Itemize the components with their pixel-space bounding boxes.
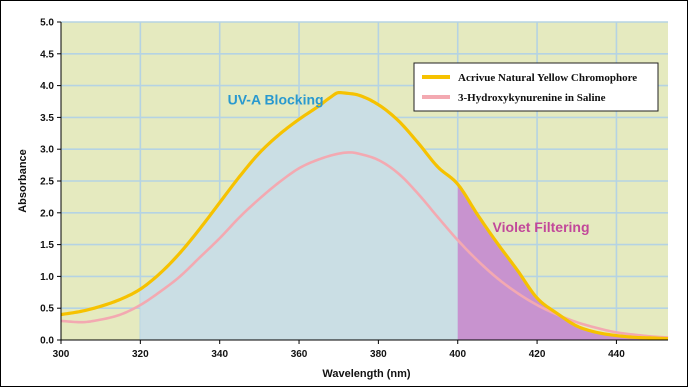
violet-shaded-region bbox=[457, 184, 668, 340]
y-tick-label-4: 2.0 bbox=[40, 208, 54, 219]
legend-label-pink: 3-Hydroxykynurenine in Saline bbox=[458, 92, 606, 104]
violet-filtering-label: Violet Filtering bbox=[493, 219, 590, 235]
y-tick-label-3: 1.5 bbox=[40, 240, 54, 251]
x-tick-label-3: 360 bbox=[291, 349, 308, 360]
y-tick-label-10: 5.0 bbox=[40, 18, 54, 29]
series-line-acrivue-chromophore bbox=[60, 91, 669, 341]
x-axis-title: Wavelength (nm) bbox=[322, 368, 411, 380]
y-tick-label-6: 3.0 bbox=[40, 145, 54, 156]
y-tick-label-5: 2.5 bbox=[40, 177, 54, 188]
y-tick-label-9: 4.5 bbox=[40, 49, 54, 60]
y-tick-label-2: 1.0 bbox=[40, 272, 54, 283]
x-tick-label-4: 380 bbox=[370, 349, 387, 360]
y-tick-label-0: 0.0 bbox=[40, 336, 54, 347]
x-tick-label-2: 340 bbox=[211, 349, 228, 360]
uva-blocking-label: UV-A Blocking bbox=[228, 92, 324, 108]
x-tick-label-6: 420 bbox=[529, 349, 546, 360]
x-tick-label-0: 300 bbox=[53, 349, 70, 360]
x-tick-label-5: 400 bbox=[449, 349, 466, 360]
axes: 0.0 0.5 1.0 1.5 2.0 2.5 3.0 3.5 4.0 4.5 5.0 300 320 3… bbox=[40, 18, 668, 360]
x-tick-label-7: 440 bbox=[608, 349, 625, 360]
uva-shaded-region bbox=[140, 92, 458, 340]
y-tick-label-1: 0.5 bbox=[40, 304, 54, 315]
legend-box bbox=[413, 62, 659, 112]
legend: Acrivue Natural Yellow Chromophore 3-Hyd… bbox=[413, 62, 659, 112]
x-tick-label-1: 320 bbox=[132, 349, 149, 360]
legend-label-yellow: Acrivue Natural Yellow Chromophore bbox=[458, 72, 637, 84]
y-tick-label-8: 4.0 bbox=[40, 81, 54, 92]
y-tick-label-7: 3.5 bbox=[40, 113, 54, 124]
y-axis-title: Absorbance bbox=[17, 149, 29, 213]
